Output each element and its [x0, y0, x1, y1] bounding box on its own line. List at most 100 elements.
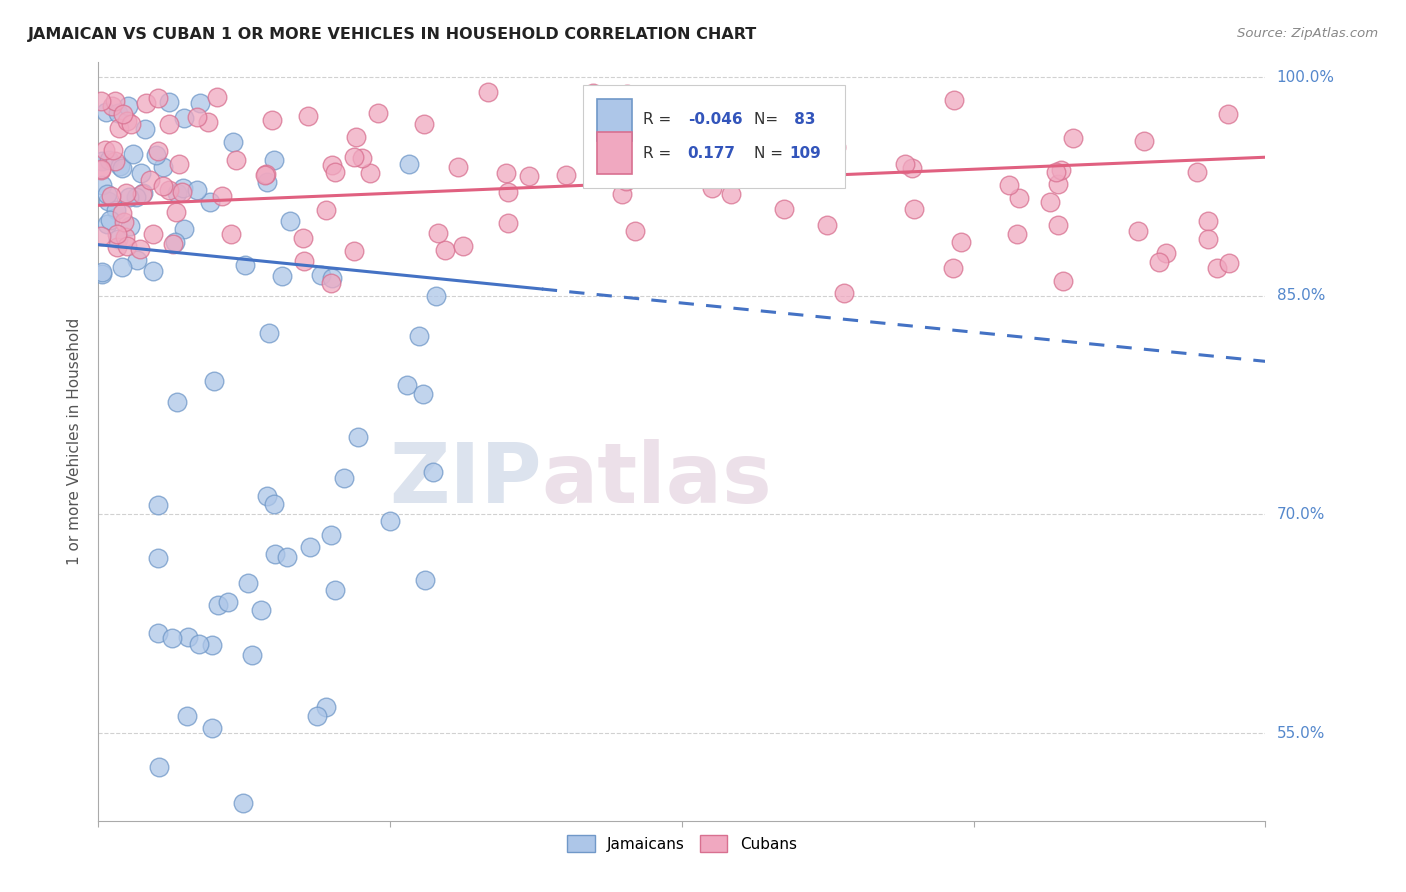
- Point: [169, 157, 191, 171]
- Point: [114, 186, 136, 201]
- Point: [142, 264, 165, 278]
- Point: [614, 174, 637, 188]
- Point: [1154, 245, 1177, 260]
- Point: [98, 213, 121, 227]
- Bar: [582, 86, 845, 187]
- Point: [1216, 106, 1239, 120]
- Point: [772, 202, 794, 216]
- Point: [131, 166, 153, 180]
- Point: [276, 549, 298, 564]
- Point: [433, 243, 456, 257]
- Point: [496, 185, 519, 199]
- Point: [408, 329, 430, 343]
- Point: [100, 188, 122, 202]
- Point: [166, 186, 188, 201]
- Point: [134, 121, 156, 136]
- Point: [148, 551, 170, 566]
- Point: [257, 326, 280, 340]
- Bar: [596, 132, 631, 174]
- Point: [115, 239, 138, 253]
- Bar: [596, 99, 631, 141]
- Point: [657, 136, 679, 150]
- Text: 55.0%: 55.0%: [1277, 726, 1324, 740]
- Point: [834, 286, 856, 301]
- Point: [217, 595, 239, 609]
- Point: [186, 183, 208, 197]
- Point: [148, 760, 170, 774]
- Point: [142, 227, 165, 241]
- Point: [205, 90, 228, 104]
- Point: [176, 709, 198, 723]
- Point: [211, 189, 233, 203]
- Point: [173, 221, 195, 235]
- Point: [104, 95, 127, 109]
- Point: [323, 165, 346, 179]
- Point: [1185, 165, 1208, 179]
- Point: [103, 143, 125, 157]
- Point: [115, 114, 138, 128]
- Point: [198, 195, 221, 210]
- Point: [250, 603, 273, 617]
- Point: [700, 181, 723, 195]
- Point: [201, 638, 224, 652]
- Point: [124, 190, 146, 204]
- Point: [413, 573, 436, 587]
- Point: [264, 548, 287, 562]
- Point: [139, 173, 162, 187]
- Point: [901, 161, 924, 176]
- Point: [120, 219, 142, 233]
- Point: [582, 86, 605, 100]
- Point: [447, 160, 470, 174]
- Point: [131, 187, 153, 202]
- Point: [903, 202, 925, 217]
- Point: [165, 235, 187, 249]
- Point: [111, 206, 134, 220]
- Point: [321, 277, 343, 291]
- Text: R =: R =: [644, 145, 676, 161]
- Point: [425, 288, 447, 302]
- Point: [583, 128, 606, 142]
- Point: [278, 213, 301, 227]
- Point: [254, 168, 277, 182]
- Point: [321, 271, 343, 285]
- Point: [350, 152, 373, 166]
- Point: [894, 157, 917, 171]
- Point: [344, 130, 367, 145]
- Point: [342, 244, 364, 259]
- Text: 100.0%: 100.0%: [1277, 70, 1334, 85]
- Point: [1005, 227, 1028, 241]
- Point: [145, 148, 167, 162]
- Point: [105, 240, 128, 254]
- Point: [207, 599, 229, 613]
- Point: [1197, 214, 1219, 228]
- Point: [236, 576, 259, 591]
- Text: 70.0%: 70.0%: [1277, 507, 1324, 522]
- Point: [108, 159, 131, 173]
- Point: [815, 218, 838, 232]
- Point: [96, 186, 118, 201]
- Point: [1206, 260, 1229, 275]
- Point: [477, 85, 499, 99]
- Point: [1128, 224, 1150, 238]
- Point: [422, 465, 444, 479]
- Point: [222, 136, 245, 150]
- Point: [219, 227, 242, 242]
- Point: [825, 139, 848, 153]
- Point: [104, 154, 127, 169]
- Point: [315, 700, 337, 714]
- Point: [697, 140, 720, 154]
- Point: [90, 162, 112, 177]
- Point: [202, 374, 225, 388]
- Point: [720, 187, 742, 202]
- Point: [398, 157, 420, 171]
- Point: [166, 394, 188, 409]
- Point: [315, 203, 337, 218]
- Point: [260, 112, 283, 127]
- Point: [157, 117, 180, 131]
- Text: N =: N =: [754, 145, 783, 161]
- Point: [311, 268, 333, 283]
- Text: 109: 109: [789, 145, 821, 161]
- Point: [201, 721, 224, 735]
- Point: [105, 203, 128, 218]
- Point: [321, 158, 343, 172]
